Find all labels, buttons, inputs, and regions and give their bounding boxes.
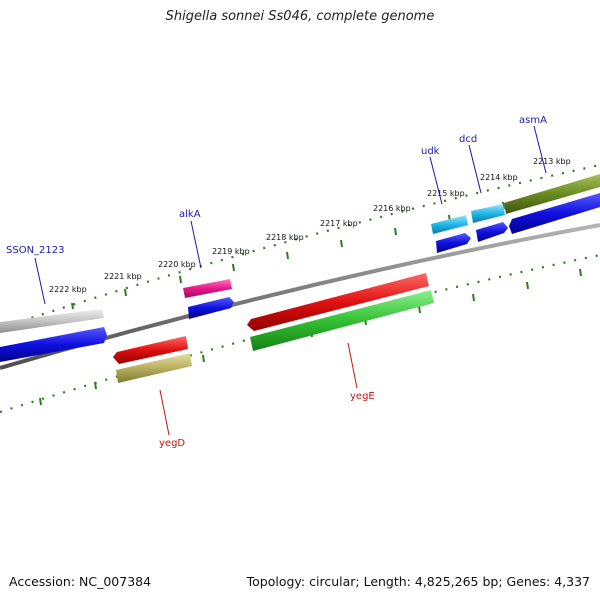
gene-udk[interactable] [436, 233, 471, 253]
genome-backbone [0, 223, 600, 370]
scale-label: 2219 kbp [212, 247, 250, 256]
gene-sson-2123[interactable] [0, 327, 107, 362]
gene-asma-top[interactable] [504, 174, 600, 214]
gene-alka-top[interactable] [183, 279, 232, 298]
scale-label: 2215 kbp [427, 189, 465, 198]
gene-label-alka[interactable]: alkA [179, 209, 201, 220]
gene-alka[interactable] [188, 297, 234, 319]
label-leader [190, 220, 202, 269]
scale-label: 2220 kbp [158, 260, 196, 269]
gene-yegd[interactable] [113, 336, 188, 364]
label-leader [533, 125, 547, 174]
gene-label-udk[interactable]: udk [421, 146, 440, 157]
label-leader [159, 389, 170, 436]
gene-label-yegd[interactable]: yegD [159, 438, 185, 449]
gene-udk-top[interactable] [431, 215, 468, 234]
upper-ruler [0, 163, 600, 330]
gene-yege-bottom[interactable] [250, 290, 434, 351]
scale-label: 2216 kbp [373, 204, 411, 213]
gene-yegd-bottom[interactable] [116, 353, 192, 383]
scale-label: 2213 kbp [533, 157, 571, 166]
gene-label-yege[interactable]: yegE [350, 391, 375, 402]
lower-major-ticks [39, 268, 582, 406]
scale-label: 2217 kbp [320, 219, 358, 228]
label-leader [34, 257, 46, 305]
scale-label: 2218 kbp [266, 233, 304, 242]
gene-label-dcd[interactable]: dcd [459, 134, 477, 145]
accession-label: Accession: NC_007384 [9, 574, 152, 589]
gene-label-asma[interactable]: asmA [519, 115, 547, 126]
gene-dcd-top[interactable] [471, 204, 505, 223]
map-title: Shigella sonnei Ss046, complete genome [165, 9, 435, 24]
scale-label: 2214 kbp [480, 173, 518, 182]
gene-yege[interactable] [247, 273, 429, 331]
gene-label-sson-2123[interactable]: SSON_2123 [6, 245, 65, 256]
gene-sson-2123-top[interactable] [0, 309, 104, 333]
scale-label: 2221 kbp [104, 272, 142, 281]
scale-label: 2222 kbp [49, 285, 87, 294]
label-leader [468, 144, 482, 194]
scale-labels: 2222 kbp 2221 kbp 2220 kbp 2219 kbp 2218… [49, 157, 571, 294]
label-leader [429, 156, 443, 205]
gene-asma[interactable] [509, 193, 600, 234]
gene-dcd[interactable] [476, 222, 508, 242]
genome-summary: Topology: circular; Length: 4,825,265 bp… [246, 574, 590, 589]
label-leader [347, 342, 358, 389]
